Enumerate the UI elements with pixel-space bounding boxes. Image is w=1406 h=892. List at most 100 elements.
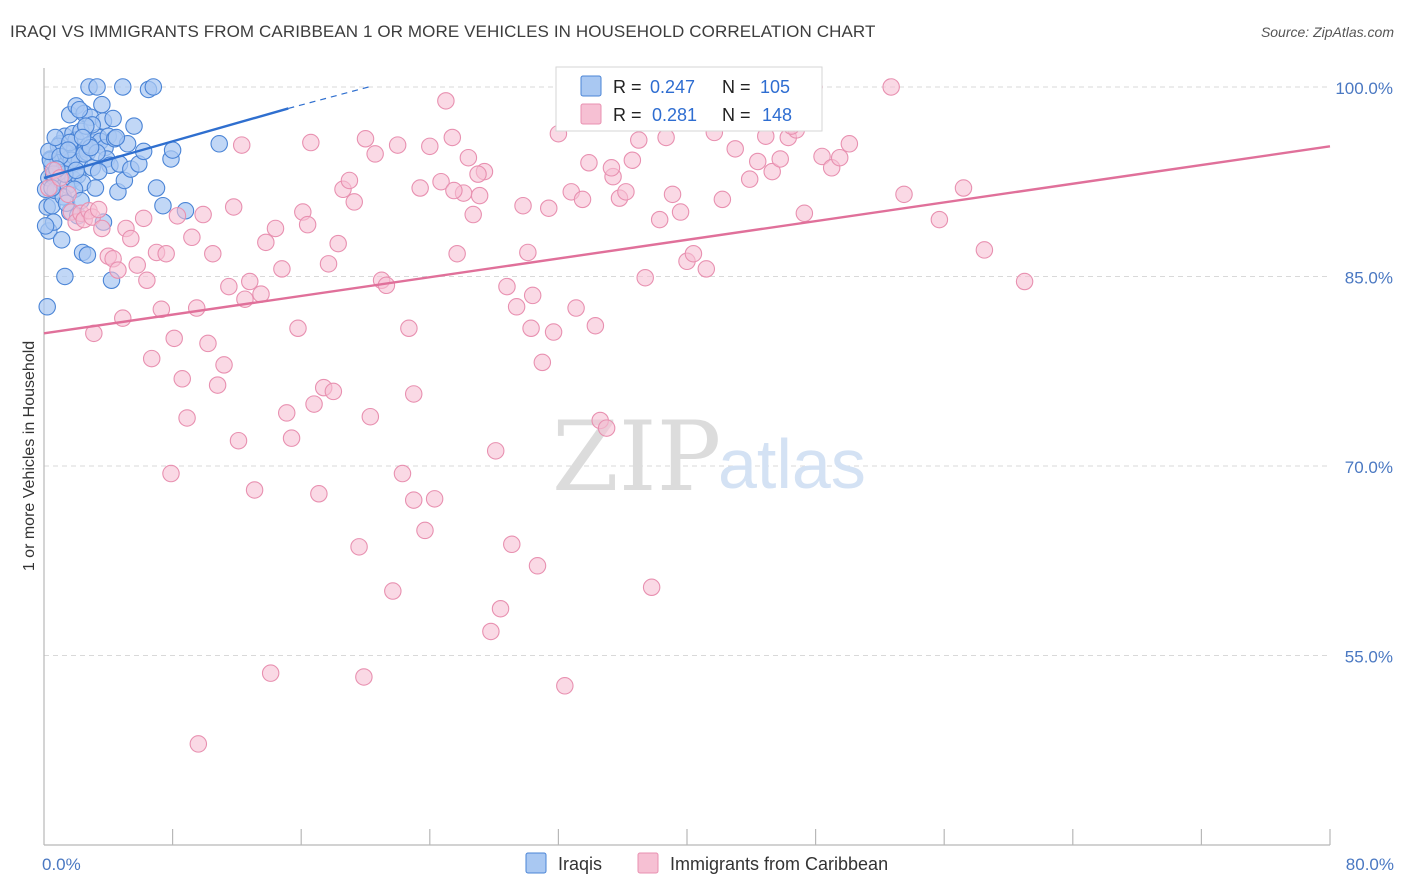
caribbean-point-30 <box>183 228 201 247</box>
watermark: ZIP atlas <box>552 401 866 513</box>
caribbean-point-131 <box>763 162 781 181</box>
caribbean-point-84 <box>470 186 489 205</box>
iraqis-point-69 <box>144 78 163 96</box>
trend-line-iraqis-extension <box>288 86 369 110</box>
caribbean-point-60 <box>340 171 359 190</box>
caribbean-point-0 <box>40 179 58 197</box>
caribbean-point-156 <box>522 319 540 338</box>
caribbean-point-68 <box>384 582 402 600</box>
caribbean-point-153 <box>469 165 487 183</box>
iraqis-point-91 <box>46 128 65 147</box>
caribbean-point-104 <box>580 154 598 172</box>
caribbean-point-49 <box>282 429 301 447</box>
y-tick-label-2: 70.0% <box>1345 458 1393 477</box>
caribbean-point-57 <box>324 382 343 401</box>
caribbean-point-31 <box>187 299 206 317</box>
series-caribbean-points <box>40 78 1034 753</box>
legend-swatch-iraqis <box>525 852 547 874</box>
caribbean-point-135 <box>795 204 814 223</box>
caribbean-point-19 <box>128 256 146 274</box>
caribbean-point-48 <box>277 404 296 422</box>
caribbean-point-112 <box>630 131 648 149</box>
x-axis-ticks <box>172 829 1331 845</box>
caribbean-point-102 <box>567 299 585 317</box>
bottom-legend: Iraqis Immigrants from Caribbean <box>525 852 888 874</box>
caribbean-point-33 <box>199 334 217 353</box>
caribbean-point-45 <box>261 664 280 682</box>
caribbean-point-79 <box>443 128 462 147</box>
iraqis-point-99 <box>89 162 108 181</box>
caribbean-point-144 <box>954 179 973 197</box>
caribbean-point-129 <box>748 152 767 171</box>
iraqis-point-49 <box>93 95 111 114</box>
stats-r-value-caribbean: 0.281 <box>652 105 697 125</box>
caribbean-point-35 <box>208 376 227 394</box>
iraqis-point-102 <box>59 141 77 159</box>
caribbean-point-110 <box>617 183 635 201</box>
caribbean-point-52 <box>298 215 317 234</box>
caribbean-point-90 <box>503 535 521 554</box>
series-iraqis-points <box>36 78 228 316</box>
caribbean-point-126 <box>726 140 744 158</box>
iraqis-point-73 <box>163 141 182 159</box>
stats-legend: R = 0.247 N = 105 R = 0.281 N = 148 <box>555 66 823 132</box>
caribbean-point-29 <box>178 409 196 427</box>
x-tick-label-0: 0.0% <box>42 855 81 874</box>
caribbean-point-86 <box>482 622 500 641</box>
stats-swatch-caribbean <box>580 103 602 125</box>
caribbean-point-100 <box>556 677 574 695</box>
caribbean-point-128 <box>740 170 759 188</box>
caribbean-point-120 <box>684 244 703 263</box>
caribbean-point-72 <box>404 385 423 403</box>
caribbean-point-107 <box>597 419 616 437</box>
caribbean-point-78 <box>437 92 455 110</box>
caribbean-point-114 <box>642 578 661 597</box>
caribbean-point-137 <box>813 147 831 166</box>
x-tick-label-1: 80.0% <box>1346 855 1394 874</box>
caribbean-point-71 <box>400 319 418 338</box>
caribbean-point-151 <box>302 133 320 152</box>
y-axis-labels: 100.0% 85.0% 70.0% 55.0% <box>1335 79 1393 667</box>
iraqis-point-100 <box>36 217 55 235</box>
caribbean-point-117 <box>663 185 682 204</box>
iraqis-point-71 <box>154 196 172 215</box>
caribbean-point-69 <box>388 136 407 154</box>
stats-n-label-iraqis: N = <box>722 77 751 97</box>
caribbean-point-143 <box>930 210 949 229</box>
caribbean-point-63 <box>355 668 373 686</box>
caribbean-point-18 <box>122 229 140 248</box>
caribbean-point-89 <box>498 277 516 296</box>
caribbean-point-93 <box>519 243 537 262</box>
caribbean-point-74 <box>416 521 434 540</box>
caribbean-point-22 <box>142 349 161 368</box>
caribbean-point-47 <box>273 260 291 278</box>
caribbean-point-73 <box>411 179 429 197</box>
caribbean-point-154 <box>602 159 621 177</box>
caribbean-point-75 <box>421 137 439 156</box>
caribbean-point-140 <box>840 135 859 153</box>
iraqis-point-70 <box>147 179 166 197</box>
legend-label-caribbean: Immigrants from Caribbean <box>670 854 888 874</box>
iraqis-point-19 <box>56 267 74 286</box>
caribbean-point-116 <box>657 128 675 147</box>
caribbean-point-11 <box>89 200 108 219</box>
caribbean-point-82 <box>459 148 478 167</box>
caribbean-point-61 <box>345 193 363 211</box>
caribbean-point-150 <box>162 464 180 483</box>
caribbean-point-147 <box>232 136 251 154</box>
caribbean-point-95 <box>528 557 547 575</box>
iraqis-point-84 <box>70 100 89 119</box>
stats-r-label-caribbean: R = <box>613 105 642 125</box>
caribbean-point-46 <box>266 219 285 238</box>
caribbean-point-26 <box>165 329 183 348</box>
caribbean-point-111 <box>623 151 642 169</box>
iraqis-point-61 <box>114 78 132 96</box>
caribbean-point-53 <box>305 395 323 413</box>
y-tick-label-3: 55.0% <box>1345 647 1393 666</box>
caribbean-point-94 <box>523 286 542 305</box>
chart-source: Source: ZipAtlas.com <box>1260 24 1394 40</box>
caribbean-point-62 <box>350 538 368 556</box>
caribbean-point-118 <box>671 203 690 221</box>
caribbean-point-92 <box>514 196 532 215</box>
caribbean-point-27 <box>168 207 187 225</box>
